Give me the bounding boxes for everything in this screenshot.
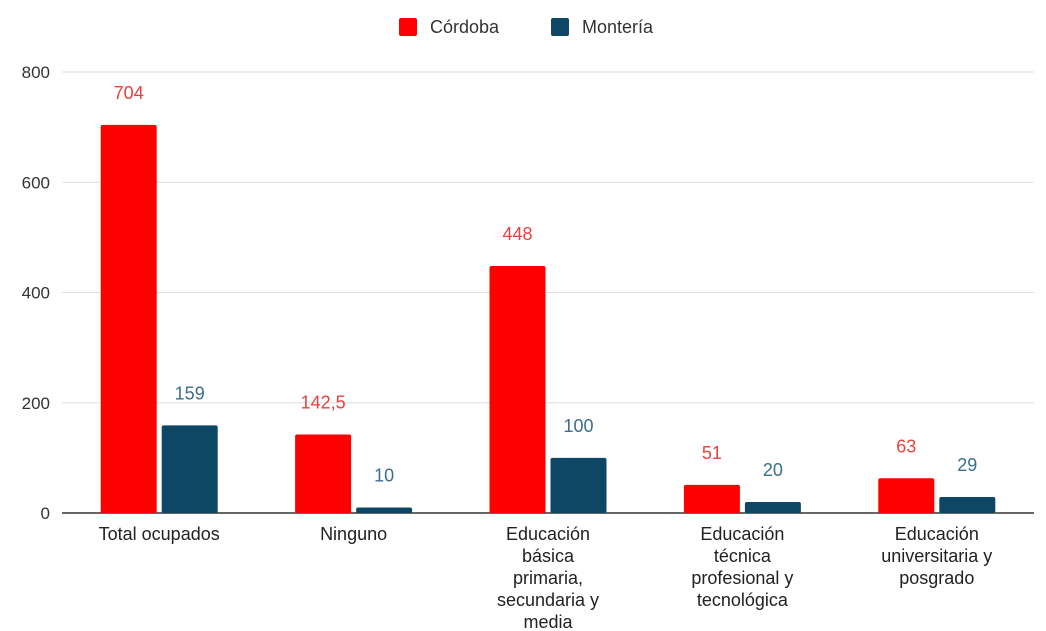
data-label: 63: [896, 436, 916, 456]
data-label: 159: [175, 383, 205, 403]
data-label: 20: [763, 460, 783, 480]
y-tick-label: 200: [22, 394, 50, 413]
y-tick-label: 0: [41, 504, 50, 523]
bar-monteria: [939, 497, 996, 513]
y-tick-label: 600: [22, 173, 50, 192]
data-labels: 704 159 142,5 10 448 100 51 20 63 29: [114, 83, 978, 486]
bar-monteria: [161, 425, 218, 513]
bar-cordoba: [683, 484, 740, 513]
data-label: 448: [502, 224, 532, 244]
data-label: 29: [957, 455, 977, 475]
data-label: 10: [374, 465, 394, 485]
x-category-label: Educación básica primaria, secundaria y medi…: [497, 524, 599, 631]
bar-cordoba: [878, 478, 935, 513]
legend-label: Montería: [582, 17, 654, 37]
bar-monteria: [550, 457, 607, 513]
y-axis-ticks: 0 200 400 600 800: [22, 63, 50, 523]
data-label: 100: [563, 416, 593, 436]
y-tick-label: 800: [22, 63, 50, 82]
x-category-label: Educación técnica profesional y tecnológica: [691, 524, 793, 610]
bar-cordoba: [295, 434, 352, 513]
bar-monteria: [356, 507, 413, 513]
data-label: 51: [702, 443, 722, 463]
bars: [100, 124, 996, 514]
x-category-label: Educación universitaria y posgrado: [881, 524, 992, 588]
legend-label: Córdoba: [430, 17, 500, 37]
bar-cordoba: [489, 266, 546, 513]
gridlines: [62, 71, 1034, 514]
bar-monteria: [744, 501, 801, 513]
x-category-label: Ninguno: [320, 524, 387, 544]
y-tick-label: 400: [22, 284, 50, 303]
x-axis-categories: Total ocupados Ninguno Educación básica prim…: [99, 524, 993, 631]
bar-cordoba: [100, 124, 157, 514]
legend: Córdoba Montería: [399, 17, 654, 37]
data-label: 142,5: [301, 392, 346, 412]
legend-swatch: [399, 18, 417, 36]
data-label: 704: [114, 83, 144, 103]
x-category-label: Total ocupados: [99, 524, 220, 544]
legend-swatch: [551, 18, 569, 36]
